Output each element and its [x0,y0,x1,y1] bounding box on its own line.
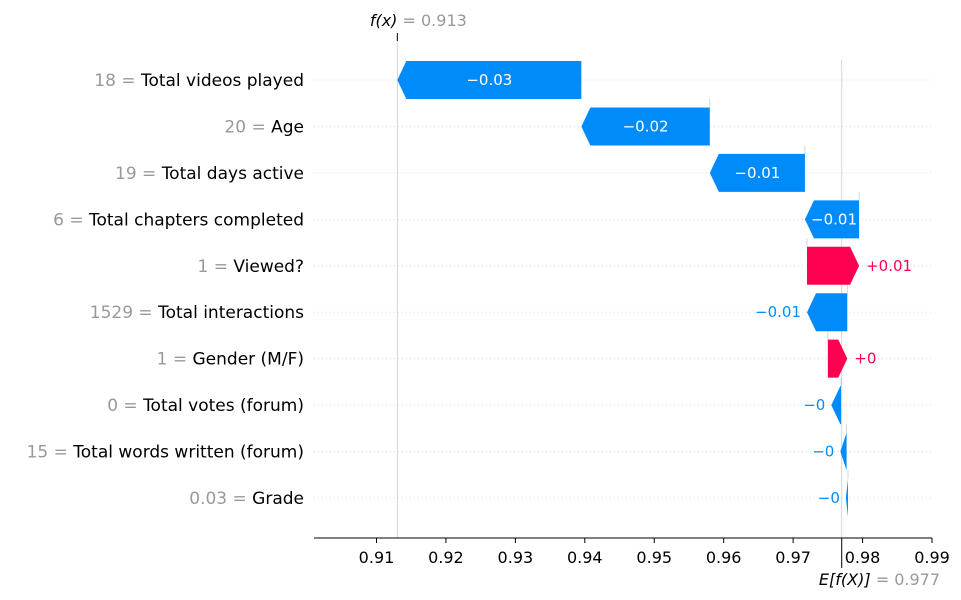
bar-1 [397,61,582,99]
feature-label-1: 18 = Total videos played [94,71,304,91]
feature-label-10: 0.03 = Grade [189,489,304,509]
efx-annotation: E[f(X)] = 0.977 [819,570,940,589]
feature-name: Grade [252,489,304,509]
feature-name: Age [271,117,304,137]
bar-label-5: +0.01 [866,257,912,275]
fx-label: f(x) [370,11,398,30]
bars: −0.03 −0.02 −0.01 −0.01 +0.01 −0.01 +0 −0 −0 −0 [397,61,912,517]
fx-annotation: f(x) = 0.913 [370,11,467,30]
feature-label-7: 1 = Gender (M/F) [157,350,304,370]
feature-value: 18 = [94,71,141,91]
bar-4 [804,200,860,239]
bar-label-9: −0 [812,443,834,461]
bar-2 [581,107,710,146]
feature-name: Total words written (forum) [72,443,304,463]
feature-label-4: 6 = Total chapters completed [53,210,304,230]
bar-8 [831,386,842,425]
bar-label-2: −0.02 [623,117,669,135]
feature-label-3: 19 = Total days active [115,164,304,184]
feature-label-6: 1529 = Total interactions [90,303,304,323]
efx-equals: = [876,570,895,589]
feature-label-2: 20 = Age [224,117,304,137]
feature-value: 1529 = [90,303,158,323]
x-tick-label: 0.92 [428,548,464,567]
feature-value: 0 = [107,396,143,416]
feature-name: Gender (M/F) [193,350,305,370]
feature-value: 1 = [198,257,234,277]
fx-equals: = [403,11,422,30]
feature-value: 15 = [27,443,74,463]
efx-label: E[f(X)] [819,570,871,589]
bar-label-8: −0 [803,396,825,414]
x-tick-label: 0.94 [567,548,603,567]
bar-label-7: +0 [854,350,876,368]
feature-value: 6 = [53,210,89,230]
x-tick-label: 0.91 [359,548,395,567]
fx-value: 0.913 [421,11,467,30]
efx-value: 0.977 [894,570,940,589]
feature-name: Total days active [161,164,304,184]
x-axis: 0.91 0.92 0.93 0.94 0.95 0.96 0.97 0.98 0.99 [314,537,950,568]
feature-name: Viewed? [233,257,304,277]
feature-value: 20 = [224,117,271,137]
feature-name: Total videos played [140,71,304,91]
x-tick-label: 0.98 [845,548,881,567]
x-tick-label: 0.96 [706,548,742,567]
feature-value: 0.03 = [189,489,252,509]
bar-9 [840,432,847,471]
bar-5 [807,246,860,285]
feature-value: 1 = [157,350,193,370]
feature-name: Total chapters completed [88,210,304,230]
bar-label-10: −0 [818,489,840,507]
bar-label-6: −0.01 [755,303,801,321]
feature-labels: 18 = Total videos played 20 = Age 19 = Tot… [27,71,305,509]
x-tick-label: 0.97 [775,548,811,567]
bar-6 [807,293,848,332]
feature-label-9: 15 = Total words written (forum) [27,443,304,463]
bar-10 [845,478,848,517]
bar-label-3: −0.01 [734,164,780,182]
x-tick-label: 0.95 [636,548,672,567]
bar-7 [827,339,848,378]
feature-label-8: 0 = Total votes (forum) [107,396,304,416]
bar-label-1: −0.03 [466,71,512,89]
feature-value: 19 = [115,164,162,184]
bar-3 [709,153,805,192]
x-tick-label: 0.93 [498,548,534,567]
feature-name: Total votes (forum) [142,396,304,416]
x-tick-label: 0.99 [914,548,950,567]
bar-label-4: −0.01 [811,210,857,228]
feature-label-5: 1 = Viewed? [198,257,305,277]
feature-name: Total interactions [157,303,304,323]
